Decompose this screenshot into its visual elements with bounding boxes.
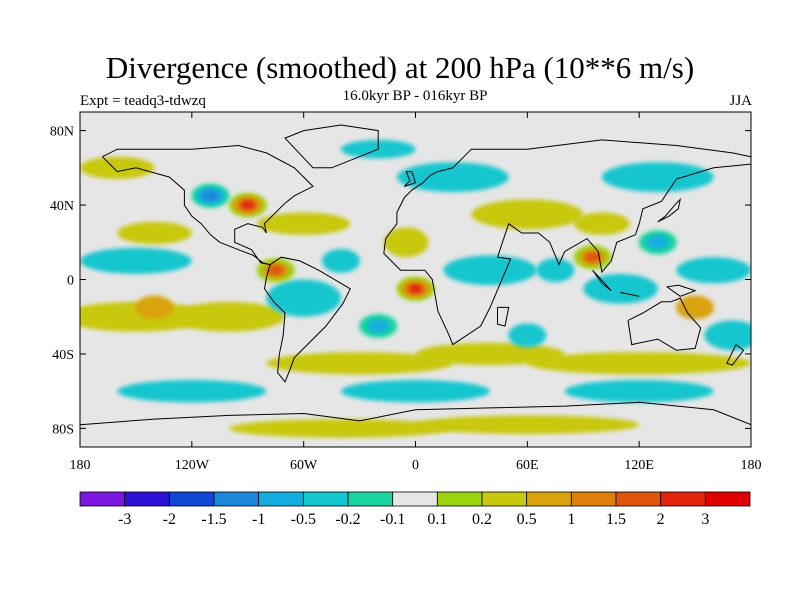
coastline: [657, 198, 682, 223]
coastline: [403, 171, 417, 187]
lon-tick-label: 60W: [290, 458, 318, 473]
divergence-feature: [367, 319, 390, 334]
coastline: [102, 144, 314, 266]
colorbar-label: -1: [252, 511, 265, 528]
divergence-feature: [676, 295, 715, 320]
colorbar-swatch: [79, 491, 126, 507]
contour-region: [80, 156, 155, 179]
colorbar-swatch: [258, 491, 304, 507]
colorbar-swatch: [168, 491, 215, 507]
coastline: [497, 306, 510, 327]
lat-tick-label: 80S: [52, 422, 74, 437]
contour-region: [601, 162, 714, 193]
coastlines: [80, 124, 751, 426]
contour-region: [527, 352, 751, 375]
contour-region: [704, 320, 751, 351]
chart-title: Divergence (smoothed) at 200 hPa (10**6 …: [105, 50, 695, 85]
colorbar-swatch: [436, 491, 483, 507]
colorbar-label: -2: [163, 511, 176, 528]
contour-region: [396, 162, 509, 193]
coastline: [383, 139, 751, 346]
colorbar-label: 3: [701, 511, 709, 528]
contour-region: [443, 255, 537, 286]
divergence-feature: [202, 190, 219, 202]
contour-region: [383, 227, 429, 258]
colorbar-swatch: [570, 491, 617, 507]
colorbar-label: 1: [567, 511, 575, 528]
latitude-axis: 80N 40N 0 40S 80S: [50, 125, 751, 437]
coastline: [620, 292, 640, 297]
lat-tick-label: 40N: [50, 199, 74, 214]
colorbar-swatch: [302, 491, 349, 507]
lon-tick-label: 120W: [175, 458, 210, 473]
colorbar-swatch: [347, 491, 394, 507]
lon-tick-label: 0: [412, 458, 419, 473]
contour-region: [117, 221, 192, 245]
lon-tick-label: 180: [70, 458, 91, 473]
colorbar-swatch: [124, 491, 170, 507]
divergence-feature: [508, 323, 547, 348]
colorbar-swatch: [481, 491, 528, 507]
coastline: [592, 269, 612, 292]
lat-tick-label: 40S: [52, 348, 74, 363]
colorbar-label: 0.2: [472, 511, 492, 528]
contour-region: [415, 342, 565, 366]
colorbar-swatch: [704, 491, 751, 507]
coastline: [665, 284, 697, 297]
contour-region: [573, 212, 630, 235]
colorbar-swatch: [392, 491, 438, 507]
season-label: JJA: [729, 93, 752, 109]
colorbar-label: -3: [118, 511, 131, 528]
divergence-feature: [536, 258, 575, 283]
contour-region: [266, 352, 453, 375]
contour-region: [340, 380, 491, 403]
colorbar-swatch: [213, 491, 260, 507]
colorbar-label: -0.1: [380, 511, 405, 528]
lat-tick-label: 80N: [50, 125, 74, 140]
colorbar-swatch: [660, 491, 706, 507]
divergence-feature: [321, 248, 360, 273]
colorbar-label: 1.5: [606, 511, 626, 528]
contour-region: [266, 279, 341, 317]
colorbar-label: 0.5: [517, 511, 537, 528]
lat-tick-label: 0: [67, 274, 74, 289]
contour-region: [415, 415, 640, 434]
contour-region: [471, 199, 584, 230]
period-label: 16.0kyr BP - 016kyr BP: [342, 88, 488, 104]
divergence-feature: [408, 284, 423, 294]
coastline: [726, 344, 745, 366]
contour-region: [564, 380, 714, 403]
divergence-feature: [267, 264, 285, 276]
colorbar-label: -1.5: [201, 511, 226, 528]
coastline: [263, 256, 351, 383]
longitude-axis: 180 120W 60W 0 60E 120E 180: [70, 112, 762, 473]
contour-region: [257, 212, 351, 235]
divergence-feature: [135, 295, 174, 320]
contour-region: [676, 257, 751, 284]
contour-region: [80, 247, 192, 274]
colorbar-swatch: [526, 491, 572, 507]
colorbar-label: -0.2: [335, 511, 360, 528]
lon-tick-label: 180: [741, 458, 762, 473]
contour-region: [173, 301, 286, 332]
experiment-label: Expt = teadq3-tdwzq: [80, 93, 206, 109]
coastline: [80, 401, 751, 426]
divergence-field: [80, 112, 751, 447]
divergence-feature: [646, 235, 669, 250]
colorbar-label: 0.1: [427, 511, 447, 528]
coastline: [284, 124, 379, 169]
colorbar-label: 2: [657, 511, 665, 528]
colorbar: -3 -2 -1.5 -1 -0.5 -0.2 -0.1 0.1 0.2 0.5 1 1.5 2 3: [79, 491, 751, 528]
contour-region: [229, 419, 453, 438]
colorbar-swatch: [615, 491, 662, 507]
divergence-feature: [584, 251, 601, 263]
contour-region: [583, 273, 658, 304]
coastline: [627, 297, 702, 351]
colorbar-label: -0.5: [291, 511, 316, 528]
contour-region: [117, 380, 267, 403]
lon-tick-label: 60E: [516, 458, 539, 473]
divergence-feature: [240, 200, 255, 210]
lon-tick-label: 120E: [624, 458, 654, 473]
